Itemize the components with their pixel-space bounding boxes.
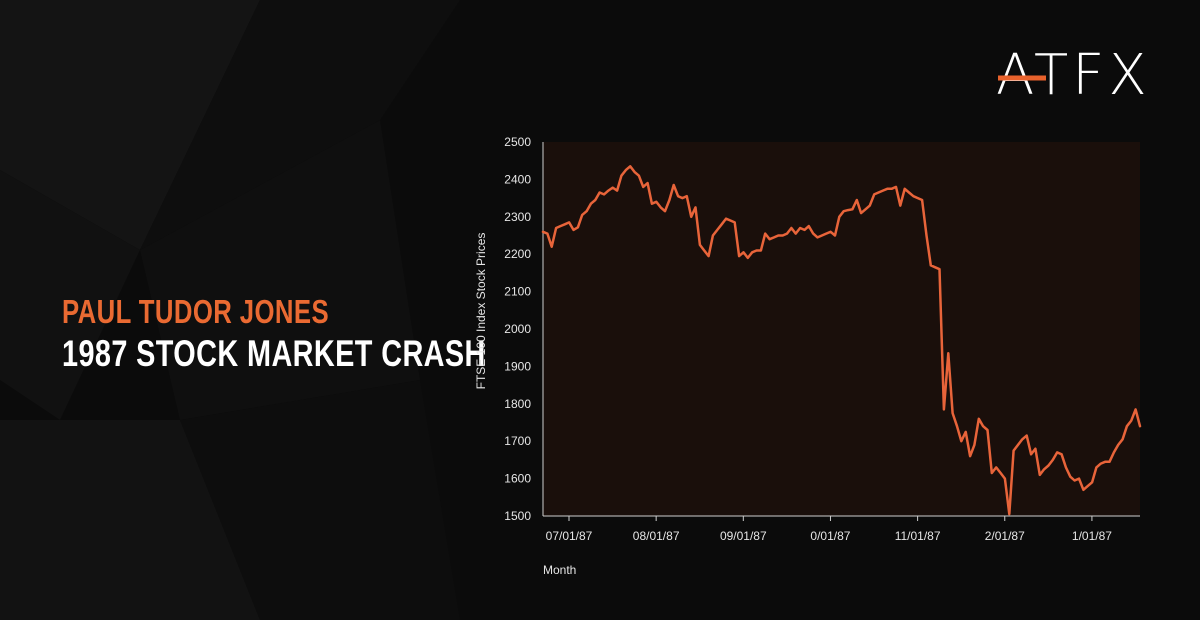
x-tick-label: 1/01/87	[1072, 529, 1112, 543]
y-tick-label: 2100	[504, 285, 531, 299]
y-tick-label: 1800	[504, 397, 531, 411]
y-tick-label: 2200	[504, 247, 531, 261]
y-tick-label: 2300	[504, 210, 531, 224]
headline: PAUL TUDOR JONES 1987 STOCK MARKET CRASH	[62, 292, 605, 376]
atfx-logo: ATFX	[996, 43, 1151, 106]
x-tick-label: 08/01/87	[633, 529, 680, 543]
y-tick-label: 1500	[504, 509, 531, 523]
x-tick-label: 2/01/87	[985, 529, 1025, 543]
plot-area	[543, 142, 1140, 516]
x-tick-label: 07/01/87	[546, 529, 593, 543]
y-axis-title: FTSE 100 Index Stock Prices	[474, 233, 488, 390]
y-tick-label: 1900	[504, 359, 531, 373]
x-tick-label: 0/01/87	[810, 529, 850, 543]
series-line-0	[541, 165, 1142, 516]
y-tick-label: 2400	[504, 172, 531, 186]
y-tick-label: 1600	[504, 472, 531, 486]
y-tick-label: 1700	[504, 434, 531, 448]
x-tick-label: 09/01/87	[720, 529, 767, 543]
x-tick-label: 11/01/87	[895, 529, 941, 543]
headline-name: PAUL TUDOR JONES	[62, 293, 330, 330]
x-axis-title: Month	[543, 563, 576, 577]
logo-text: ATFX	[996, 43, 1151, 106]
y-tick-label: 2500	[504, 135, 531, 149]
headline-title: 1987 STOCK MARKET CRASH	[62, 333, 486, 374]
y-tick-label: 2000	[504, 322, 531, 336]
